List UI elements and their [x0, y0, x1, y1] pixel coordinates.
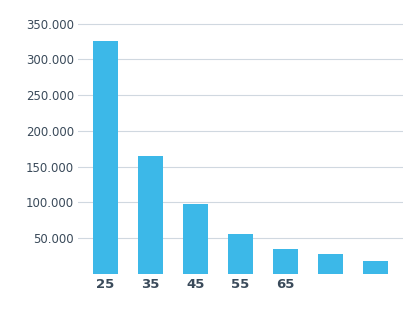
Bar	[138, 156, 163, 274]
Bar	[318, 254, 343, 274]
Bar	[93, 41, 118, 274]
Bar	[183, 204, 208, 274]
Bar	[273, 249, 298, 274]
Bar	[363, 261, 388, 274]
Bar	[228, 234, 253, 274]
